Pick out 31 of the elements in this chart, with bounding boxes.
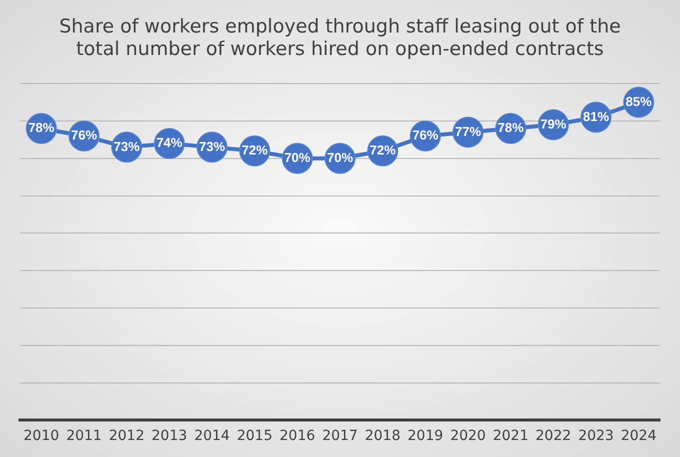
x-tick-label: 2011 [66,428,102,444]
x-tick-label: 2023 [578,428,614,444]
data-label: 73% [114,138,140,154]
x-tick-label: 2024 [620,428,657,444]
data-label: 72% [370,142,396,158]
data-label: 70% [326,150,354,165]
data-label: 78% [28,120,55,136]
x-tick-label: 2019 [408,428,444,444]
data-label: 70% [284,150,311,165]
data-label: 72% [242,142,268,158]
x-tick-label: 2012 [108,428,144,444]
x-tick-label: 2015 [236,428,272,444]
x-tick-label: 2016 [280,428,316,444]
data-label: 81% [582,108,610,124]
data-label: 74% [156,135,183,150]
data-label: 77% [454,124,482,139]
chart-title: Share of workers employed through staff leasing out of the total number of workers hired on open-ended contracts [59,15,621,60]
x-tick-label: 2020 [450,428,486,444]
x-tick-label: 2021 [492,428,528,444]
x-tick-label: 2010 [24,428,60,444]
data-label: 73% [198,138,226,154]
x-tick-label: 2013 [152,428,188,444]
data-label: 76% [70,128,98,143]
x-tick-label: 2018 [364,428,400,444]
data-label: 76% [412,128,439,143]
data-label: 79% [540,116,567,132]
data-label: 85% [626,94,652,109]
data-label: 78% [498,120,524,136]
x-tick-label: 2022 [536,428,572,444]
x-tick-label: 2017 [322,428,358,444]
x-tick-label: 2014 [194,428,230,444]
